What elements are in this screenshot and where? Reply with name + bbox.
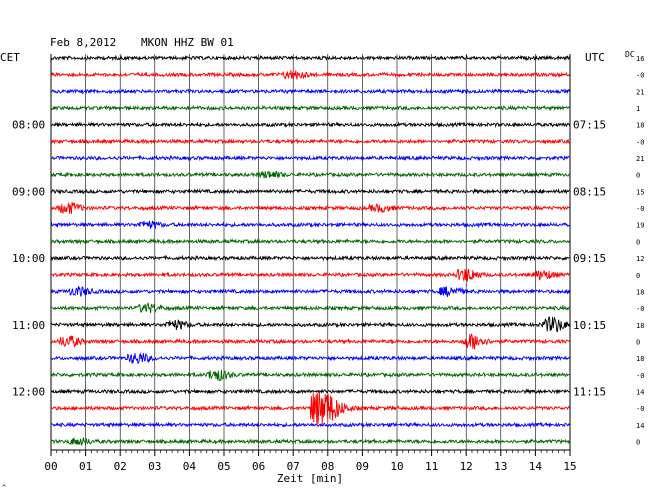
trace-row-1	[50, 70, 570, 80]
x-axis: 00 01 02 03 04 05 06 07 08 09 10 11 12 13 14 15	[44, 450, 577, 473]
seismic-traces	[50, 54, 570, 447]
left-timezone-label: CET	[0, 51, 20, 64]
left-hour-label: 09:00	[12, 185, 45, 198]
x-tick-label: 12	[460, 460, 473, 473]
x-tick-label: 00	[44, 460, 57, 473]
trace-row-14	[50, 286, 570, 298]
x-tick-label: 05	[217, 460, 230, 473]
x-tick-label: 08	[321, 460, 334, 473]
dc-offset-value: 16	[636, 55, 644, 63]
x-tick-label: 11	[425, 460, 438, 473]
left-hour-label: 08:00	[12, 119, 45, 132]
hour-labels: 08:00 09:00 10:00 11:00 12:00 07:15 08:15 09:15…	[12, 55, 644, 447]
dc-offset-value: 18	[636, 322, 644, 330]
right-hour-label: 11:15	[573, 385, 606, 398]
trace-row-5	[50, 137, 570, 145]
trace-row-2	[50, 87, 570, 95]
dc-offset-value: -0	[636, 305, 644, 313]
x-tick-label: 14	[529, 460, 543, 473]
trace-row-9	[50, 201, 570, 214]
dc-offset-value: 14	[636, 422, 644, 430]
trace-row-21	[50, 391, 570, 427]
dc-offset-value: 14	[636, 388, 644, 396]
x-tick-label: 10	[390, 460, 403, 473]
right-hour-label: 07:15	[573, 119, 606, 132]
trace-row-0	[50, 54, 570, 62]
trace-row-4	[50, 121, 570, 129]
trace-row-12	[50, 254, 570, 262]
x-tick-label: 13	[494, 460, 507, 473]
trace-row-18	[50, 352, 570, 365]
dc-offset-value: 21	[636, 155, 644, 163]
trace-row-16	[50, 316, 570, 333]
right-hour-label: 08:15	[573, 185, 606, 198]
dc-offset-value: 21	[636, 88, 644, 96]
dc-offset-value: 15	[636, 188, 644, 196]
x-tick-label: 02	[114, 460, 127, 473]
left-hour-label: 10:00	[12, 252, 45, 265]
x-tick-label: 03	[148, 460, 161, 473]
dc-offset-value: 1	[636, 105, 640, 113]
trace-row-15	[50, 302, 570, 314]
dc-offset-value: -0	[636, 72, 644, 80]
dc-offset-value: -0	[636, 205, 644, 213]
dc-offset-value: -0	[636, 405, 644, 413]
right-timezone-label: UTC	[585, 51, 605, 64]
dc-offset-value: 0	[636, 272, 640, 280]
dc-offset-value: 12	[636, 255, 644, 263]
dc-offset-value: 19	[636, 222, 644, 230]
x-tick-label: 07	[287, 460, 300, 473]
trace-row-22	[50, 421, 570, 429]
trace-row-19	[50, 369, 570, 381]
trace-row-11	[50, 238, 570, 245]
x-tick-label: 15	[563, 460, 576, 473]
dc-offset-value: 0	[636, 338, 640, 346]
dc-offset-value: 0	[636, 238, 640, 246]
right-hour-label: 10:15	[573, 319, 606, 332]
dc-offset-value: 18	[636, 122, 644, 130]
dc-offset-value: -0	[636, 372, 644, 380]
dc-offset-value: 0	[636, 439, 640, 447]
dc-offset-value: -0	[636, 138, 644, 146]
x-axis-label: Zeit [min]	[277, 472, 343, 485]
trace-row-3	[50, 104, 570, 112]
dc-offset-value: 18	[636, 355, 644, 363]
trace-row-6	[50, 154, 570, 162]
left-hour-label: 12:00	[12, 385, 45, 398]
chart-title-station: MKON HHZ BW 01	[141, 36, 234, 49]
right-hour-label: 09:15	[573, 252, 606, 265]
x-tick-label: 09	[356, 460, 369, 473]
trace-row-20	[50, 388, 570, 395]
trace-row-13	[50, 268, 570, 282]
trace-row-10	[50, 220, 570, 230]
dc-offset-value: 18	[636, 288, 644, 296]
trace-row-8	[50, 187, 570, 195]
trace-row-17	[50, 332, 570, 350]
dc-offset-header: DC	[625, 50, 635, 59]
x-tick-label: 04	[183, 460, 197, 473]
corner-mark: ^	[2, 484, 6, 492]
trace-row-7	[50, 170, 570, 179]
left-hour-label: 11:00	[12, 319, 45, 332]
chart-title-date: Feb 8,2012	[50, 36, 116, 49]
dc-offset-value: 0	[636, 172, 640, 180]
x-tick-label: 06	[252, 460, 265, 473]
trace-row-23	[50, 437, 570, 447]
x-tick-label: 01	[79, 460, 92, 473]
